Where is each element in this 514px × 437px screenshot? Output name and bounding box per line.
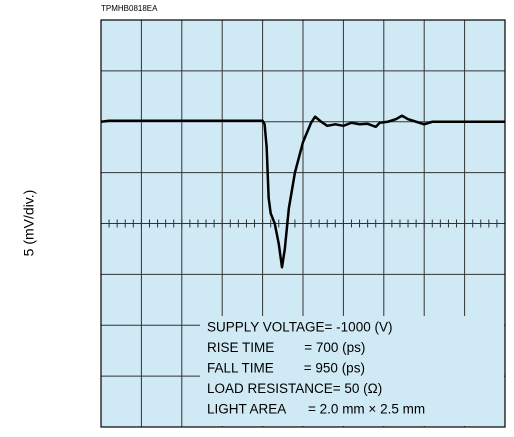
signal-line <box>100 114 505 269</box>
plot-frame <box>100 19 506 428</box>
annotation-box <box>200 316 504 426</box>
y-axis-label: 5 (mV/div.) <box>21 190 37 257</box>
code-label: TPMHB0818EA <box>101 4 158 13</box>
annotation: LIGHT AREA = 2.0 mm × 2.5 mm <box>207 402 425 417</box>
annotation: FALL TIME = 950 (ps) <box>207 361 365 376</box>
annotation: LOAD RESISTANCE= 50 (Ω) <box>207 381 382 396</box>
annotation: RISE TIME = 700 (ps) <box>207 340 365 355</box>
annotation: SUPPLY VOLTAGE= -1000 (V) <box>207 320 392 335</box>
